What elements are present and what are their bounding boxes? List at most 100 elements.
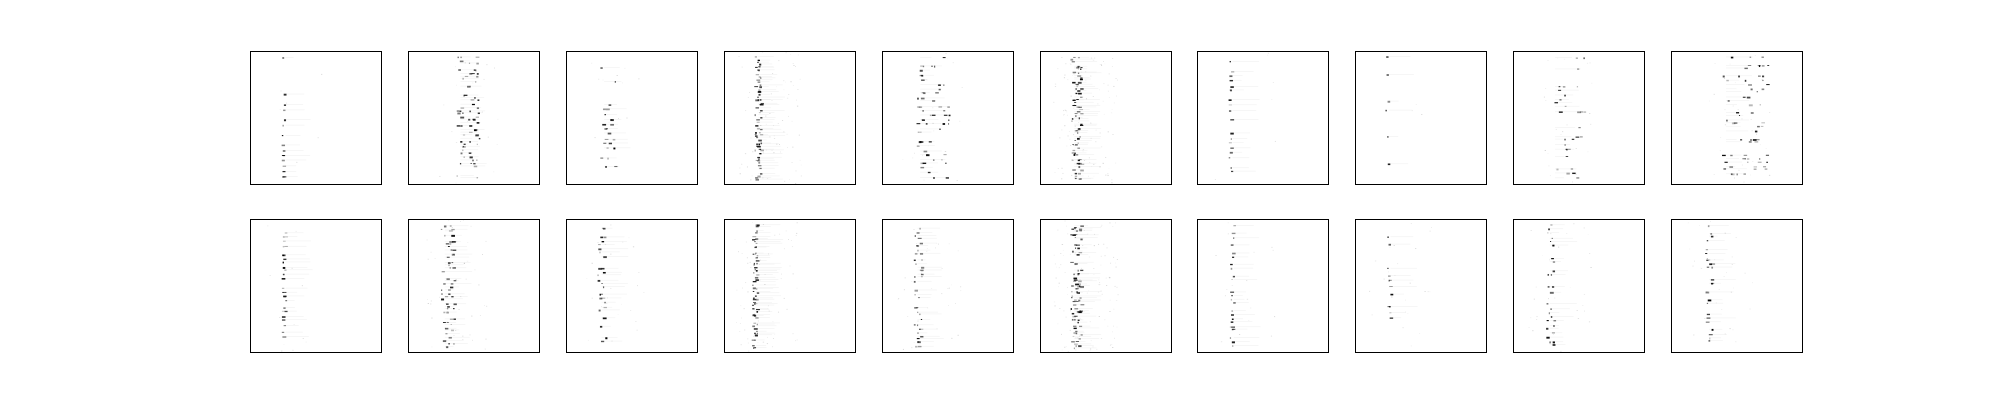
trail-mark (285, 170, 297, 172)
signal-mark (932, 100, 936, 102)
heatmap-panel-r2-c9 (1513, 219, 1645, 353)
noise-mark (1061, 333, 1062, 335)
trail-mark (755, 262, 781, 264)
noise-mark (1560, 350, 1562, 352)
trail-mark (604, 108, 627, 110)
trail-mark (1074, 285, 1090, 286)
signal-mark (948, 119, 950, 122)
signal-mark (451, 253, 455, 256)
signal-mark (450, 286, 454, 289)
signal-mark (1748, 141, 1752, 143)
noise-mark (1538, 183, 1540, 184)
noise-mark (479, 315, 481, 316)
noise-mark (482, 254, 483, 255)
signal-mark (756, 255, 759, 257)
signal-mark (920, 276, 923, 278)
signal-mark (1077, 56, 1080, 59)
signal-mark (752, 325, 756, 328)
signal-mark (1567, 148, 1571, 150)
signal-mark (284, 269, 287, 271)
signal-mark (1722, 154, 1726, 157)
noise-mark (745, 110, 747, 112)
signal-mark (1579, 136, 1583, 138)
signal-mark (608, 104, 612, 106)
signal-mark (1729, 166, 1734, 168)
noise-mark (1248, 320, 1250, 322)
trail-mark (1709, 328, 1723, 330)
trail-mark (1725, 166, 1736, 168)
signal-mark (1074, 237, 1077, 238)
noise-mark (1114, 337, 1115, 339)
noise-mark (1067, 287, 1068, 288)
noise-mark (1090, 122, 1092, 124)
trail-mark (917, 337, 944, 339)
noise-mark (925, 79, 927, 80)
trail-mark (1554, 136, 1572, 138)
signal-mark (757, 145, 761, 148)
signal-mark (448, 336, 452, 339)
signal-mark (1078, 166, 1081, 169)
trail-mark (1074, 244, 1092, 246)
signal-mark (752, 239, 755, 241)
signal-mark (441, 298, 445, 301)
noise-mark (796, 339, 798, 341)
noise-mark (1113, 308, 1115, 310)
signal-mark (1230, 263, 1233, 266)
noise-mark (1115, 162, 1117, 164)
signal-mark (1389, 317, 1394, 319)
noise-mark (439, 296, 440, 298)
signal-mark (919, 328, 921, 330)
trail-mark (1549, 258, 1564, 259)
noise-mark (455, 279, 457, 281)
signal-mark (453, 303, 457, 306)
signal-mark (948, 123, 950, 125)
signal-mark (1229, 337, 1232, 339)
noise-mark (1093, 267, 1095, 269)
trail-mark (1074, 334, 1102, 336)
noise-mark (745, 282, 747, 284)
noise-mark (767, 336, 768, 338)
noise-mark (742, 287, 743, 289)
trail-mark (444, 271, 473, 272)
noise-mark (1577, 318, 1580, 319)
signal-mark (756, 288, 758, 290)
signal-mark (754, 56, 757, 58)
trail-mark (920, 57, 932, 58)
signal-mark (754, 135, 758, 137)
trail-mark (444, 296, 468, 297)
signal-mark (1078, 285, 1081, 288)
trail-mark (1074, 280, 1097, 282)
noise-mark (1054, 305, 1056, 307)
signal-mark (471, 73, 475, 75)
signal-mark (1230, 267, 1233, 270)
noise-mark (752, 151, 754, 153)
trail-mark (285, 232, 304, 234)
trail-mark (460, 81, 477, 82)
noise-mark (941, 293, 943, 295)
noise-mark (1072, 75, 1074, 76)
trail-mark (920, 119, 939, 121)
signal-mark (1761, 65, 1765, 67)
noise-mark (466, 260, 469, 262)
trail-mark (755, 257, 771, 258)
noise-mark (739, 173, 741, 175)
signal-mark (1548, 312, 1550, 315)
signal-mark (476, 73, 479, 75)
signal-mark (917, 311, 919, 313)
signal-mark (758, 66, 761, 68)
noise-mark (445, 340, 448, 341)
signal-mark (1078, 252, 1083, 254)
trail-mark (460, 75, 479, 77)
trail-mark (601, 241, 627, 242)
signal-mark (282, 291, 285, 293)
signal-mark (753, 263, 755, 266)
signal-mark (1232, 256, 1235, 258)
signal-mark (921, 92, 925, 94)
trail-mark (460, 60, 470, 62)
signal-mark (1077, 247, 1080, 250)
trail-mark (1549, 325, 1560, 326)
trail-mark (601, 279, 619, 281)
signal-mark (470, 162, 472, 164)
noise-mark (1082, 150, 1084, 152)
signal-mark (1230, 167, 1232, 169)
